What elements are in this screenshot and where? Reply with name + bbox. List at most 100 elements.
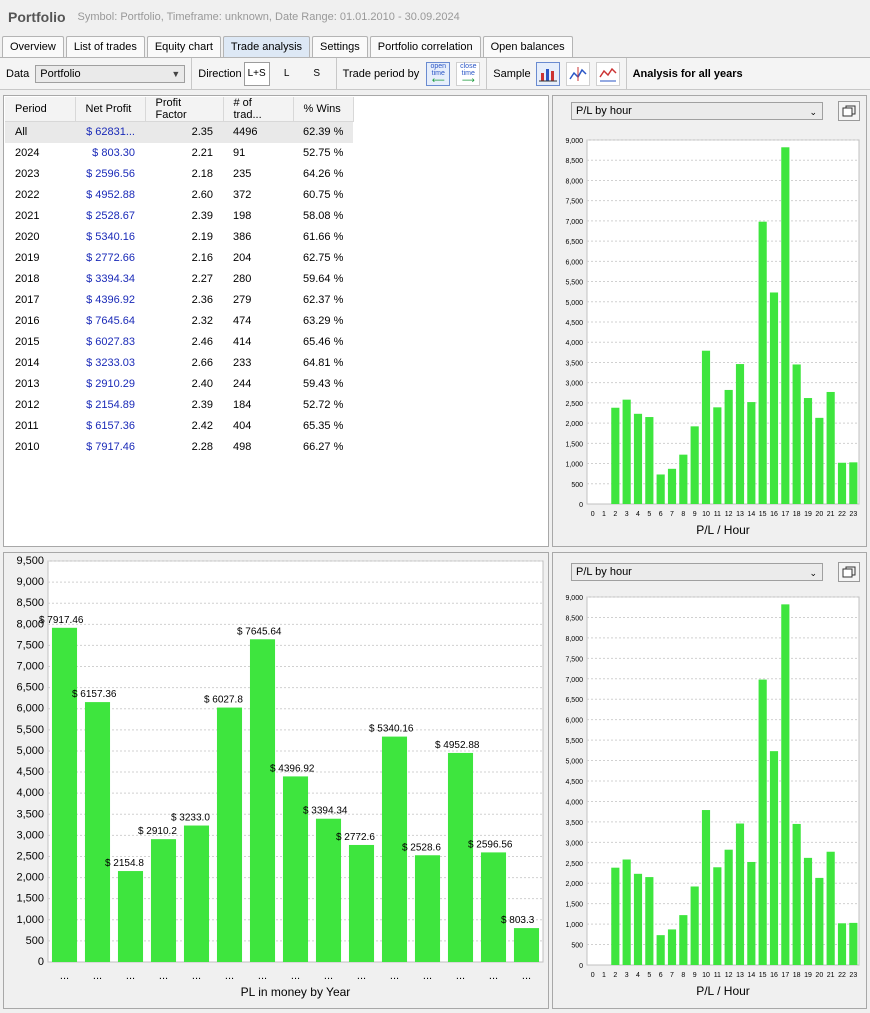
x-tick-label: ... xyxy=(60,970,69,982)
cell-period: 2018 xyxy=(15,273,40,285)
table-row[interactable]: 2012 $ 2154.89 2.39 184 52.72 % xyxy=(5,395,353,416)
bar xyxy=(611,407,620,504)
data-label: $ 7645.64 xyxy=(237,626,282,637)
hour-chart-bottom: 0 500 1,000 1,500 2,000 2,500 3,000 3,500 4,000 4… xyxy=(565,595,860,998)
x-tick-label: 2 xyxy=(613,511,617,518)
bar xyxy=(758,221,767,504)
table-row[interactable]: 2023 $ 2596.56 2.18 235 64.26 % xyxy=(5,164,353,185)
table-row[interactable]: 2010 $ 7917.46 2.28 498 66.27 % xyxy=(5,437,353,458)
bar xyxy=(348,844,375,962)
table-row[interactable]: 2020 $ 5340.16 2.19 386 61.66 % xyxy=(5,227,353,248)
cell-trades: 474 xyxy=(233,315,252,327)
bar xyxy=(826,851,835,965)
table-row[interactable]: 2021 $ 2528.67 2.39 198 58.08 % xyxy=(5,206,353,227)
x-tick-label: 23 xyxy=(849,511,857,518)
cell-period: 2023 xyxy=(15,168,40,180)
direction-long-button[interactable]: L xyxy=(283,67,290,79)
table-row[interactable]: 2024 $ 803.30 2.21 91 52.75 % xyxy=(5,143,353,164)
column-header-wins[interactable]: % Wins xyxy=(293,97,354,122)
direction-short-button[interactable]: S xyxy=(313,67,320,79)
table-row[interactable]: 2022 $ 4952.88 2.60 372 60.75 % xyxy=(5,185,353,206)
y-tick-label: 500 xyxy=(26,935,44,947)
bar xyxy=(724,849,733,965)
table-row[interactable]: 2016 $ 7645.64 2.32 474 63.29 % xyxy=(5,311,353,332)
cell-net-profit: $ 62831... xyxy=(75,121,145,143)
bar xyxy=(679,454,688,504)
cell-wins: 64.26 % xyxy=(303,168,344,180)
bar xyxy=(781,604,790,965)
column-header-trades[interactable]: # of trad... xyxy=(223,97,294,122)
y-tick-label: 8,500 xyxy=(565,158,583,165)
column-header-period[interactable]: Period xyxy=(5,97,76,122)
cell-period: 2020 xyxy=(15,231,40,243)
cell-trades: 235 xyxy=(233,168,252,180)
chart-type-select-top[interactable]: P/L by hour ⌄ xyxy=(571,102,823,120)
y-tick-label: 0 xyxy=(579,963,583,970)
cell-trades: 198 xyxy=(233,210,252,222)
table-row[interactable]: All $ 62831... 2.35 4496 62.39 % xyxy=(5,121,354,143)
bar xyxy=(51,627,78,962)
chevron-down-icon: ⌄ xyxy=(809,568,817,578)
open-time-button[interactable]: open time ⟵ xyxy=(426,61,451,86)
column-header-net-profit[interactable]: Net Profit xyxy=(75,97,146,122)
table-row[interactable]: 2017 $ 4396.92 2.36 279 62.37 % xyxy=(5,290,353,311)
cell-trades: 404 xyxy=(233,420,252,432)
cell-profit-factor: 2.60 xyxy=(191,189,213,201)
sample-in-sample-button[interactable] xyxy=(565,61,590,86)
bar xyxy=(849,922,858,965)
y-tick-label: 6,000 xyxy=(16,703,44,715)
x-tick-label: 19 xyxy=(804,511,812,518)
tab-equity-chart[interactable]: Equity chart xyxy=(146,36,221,57)
tab-overview[interactable]: Overview xyxy=(2,36,64,57)
y-tick-label: 6,500 xyxy=(16,682,44,694)
bar xyxy=(781,147,790,504)
table-row[interactable]: 2014 $ 3233.03 2.66 233 64.81 % xyxy=(5,353,353,374)
y-tick-label: 3,000 xyxy=(565,840,583,847)
sample-in-sample-icon xyxy=(568,66,587,81)
table-row[interactable]: 2015 $ 6027.83 2.46 414 65.46 % xyxy=(5,332,353,353)
y-tick-label: 1,000 xyxy=(565,462,583,469)
direction-long-short-button[interactable]: L+S xyxy=(243,61,270,86)
cell-trades: 386 xyxy=(233,231,252,243)
x-tick-label: 23 xyxy=(849,972,857,979)
bar xyxy=(667,929,677,965)
year-chart: 0 500 1,000 1,500 2,000 2,500 3,000 3,500 4,000 4… xyxy=(16,555,544,999)
tab-list-of-trades[interactable]: List of trades xyxy=(65,36,145,57)
cell-net-profit: $ 803.30 xyxy=(92,147,135,159)
cell-wins: 60.75 % xyxy=(303,189,344,201)
table-row[interactable]: 2013 $ 2910.29 2.40 244 59.43 % xyxy=(5,374,353,395)
y-tick-label: 7,000 xyxy=(565,677,583,684)
bar xyxy=(183,825,210,962)
close-time-button[interactable]: close time ⟶ xyxy=(456,61,481,86)
cell-period: 2015 xyxy=(15,336,40,348)
copy-icon xyxy=(842,566,856,578)
table-row[interactable]: 2011 $ 6157.36 2.42 404 65.35 % xyxy=(5,416,353,437)
table-row[interactable]: 2018 $ 3394.34 2.27 280 59.64 % xyxy=(5,269,353,290)
cell-profit-factor: 2.19 xyxy=(191,231,213,243)
cell-trades: 414 xyxy=(233,336,252,348)
tab-open-balances[interactable]: Open balances xyxy=(482,36,573,57)
y-tick-label: 3,500 xyxy=(565,820,583,827)
bar xyxy=(803,398,813,504)
bar xyxy=(315,818,342,962)
tab-settings[interactable]: Settings xyxy=(312,36,368,57)
trade-period-label: Trade period by xyxy=(342,67,420,80)
sample-all-button[interactable] xyxy=(535,61,560,86)
x-tick-label: 8 xyxy=(681,511,685,518)
table-row[interactable]: 2019 $ 2772.66 2.16 204 62.75 % xyxy=(5,248,353,269)
copy-chart-button-bottom[interactable] xyxy=(838,562,860,582)
cell-profit-factor: 2.39 xyxy=(191,399,213,411)
table-body: All $ 62831... 2.35 4496 62.39 % 2024 $ 803.30… xyxy=(5,121,354,458)
column-header-profit-factor[interactable]: Profit Factor xyxy=(145,97,224,122)
data-select[interactable]: Portfolio ▼ xyxy=(35,64,186,83)
bar xyxy=(815,417,824,504)
y-tick-label: 0 xyxy=(38,956,44,968)
sample-out-of-sample-button[interactable] xyxy=(595,61,620,86)
tab-trade-analysis[interactable]: Trade analysis xyxy=(222,36,311,57)
copy-chart-button-top[interactable] xyxy=(838,101,860,121)
y-tick-label: 3,500 xyxy=(16,808,44,820)
bar xyxy=(747,861,756,965)
chart-type-select-bottom[interactable]: P/L by hour ⌄ xyxy=(571,563,823,581)
x-tick-label: ... xyxy=(456,970,465,982)
tab-portfolio-correlation[interactable]: Portfolio correlation xyxy=(369,36,481,57)
